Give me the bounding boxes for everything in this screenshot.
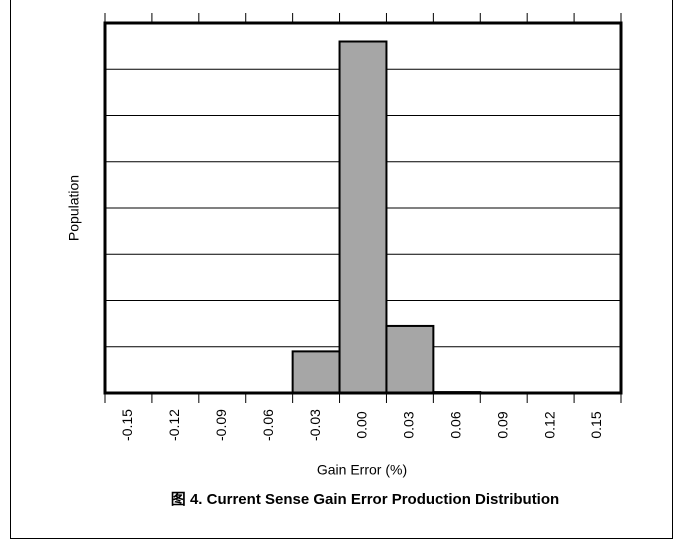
x-tick-label: 0.15: [588, 411, 604, 438]
x-tick-label: -0.03: [307, 409, 323, 441]
x-tick-label: 0.06: [448, 411, 464, 438]
bar: [291, 350, 341, 394]
x-tick-label: 0.00: [354, 411, 370, 438]
x-tick-label: -0.12: [166, 409, 182, 441]
bar: [338, 40, 388, 394]
y-axis-label: Population: [66, 175, 82, 241]
bar: [385, 324, 435, 394]
plot-border: [103, 21, 623, 395]
x-tick-label: -0.15: [119, 409, 135, 441]
x-tick-label: -0.09: [213, 409, 229, 441]
x-tick-label: 0.09: [494, 411, 510, 438]
chart-title: 图 4. Current Sense Gain Error Production…: [171, 491, 559, 508]
x-tick-label: 0.12: [541, 411, 557, 438]
x-tick-label: -0.06: [260, 409, 276, 441]
x-axis-label: Gain Error (%): [317, 462, 407, 478]
x-tick-label: 0.03: [401, 411, 417, 438]
